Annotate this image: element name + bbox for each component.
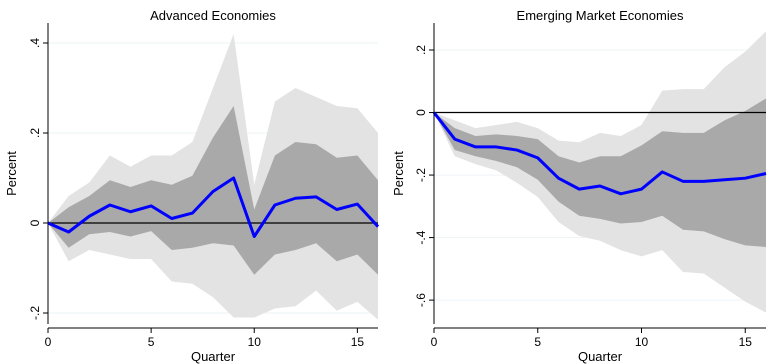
x-axis-title: Quarter bbox=[191, 349, 236, 364]
x-tick-label: 5 bbox=[534, 335, 541, 349]
chart-panel-emerging: Emerging Market Economies -.6 -.4 -.2 0 .2 0 5 1… bbox=[387, 0, 773, 364]
chart-title: Advanced Economies bbox=[150, 8, 276, 23]
y-tick-label: .4 bbox=[28, 38, 42, 48]
confidence-band-inner bbox=[434, 98, 766, 247]
y-axis-title: Percent bbox=[4, 151, 19, 196]
y-tick-label: -.2 bbox=[28, 306, 42, 320]
chart-svg-1: Emerging Market Economies -.6 -.4 -.2 0 .2 0 5 1… bbox=[391, 8, 767, 364]
x-tick-label: 0 bbox=[431, 335, 438, 349]
x-tick-label: 5 bbox=[148, 335, 155, 349]
y-tick-label: -.6 bbox=[414, 293, 428, 307]
y-axis-title: Percent bbox=[391, 151, 406, 196]
chart-title: Emerging Market Economies bbox=[517, 8, 684, 23]
x-tick-label: 15 bbox=[739, 335, 753, 349]
y-tick-label: .2 bbox=[28, 128, 42, 138]
y-tick-label: 0 bbox=[414, 109, 428, 116]
x-tick-label: 0 bbox=[45, 335, 52, 349]
x-tick-label: 15 bbox=[351, 335, 365, 349]
estimate-line bbox=[47, 176, 380, 238]
x-tick-label: 10 bbox=[248, 335, 262, 349]
y-tick-label: 0 bbox=[28, 219, 42, 226]
y-tick-label: .2 bbox=[414, 45, 428, 55]
x-tick-label: 10 bbox=[635, 335, 649, 349]
estimate-line bbox=[432, 111, 767, 196]
chart-panel-advanced: Advanced Economies -.2 0 .2 .4 0 5 10 15 Quarter P… bbox=[0, 0, 386, 364]
y-tick-label: -.4 bbox=[414, 230, 428, 244]
x-axis-title: Quarter bbox=[578, 349, 623, 364]
chart-svg-0: Advanced Economies -.2 0 .2 .4 0 5 10 15 Quarter P… bbox=[4, 8, 380, 364]
y-tick-label: -.2 bbox=[414, 168, 428, 182]
